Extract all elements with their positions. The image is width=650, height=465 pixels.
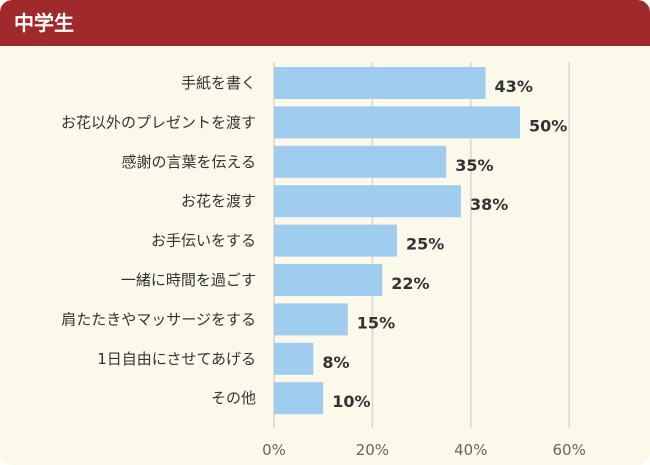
bar-1	[274, 106, 520, 139]
category-label-5: 一緒に時間を過ごす	[121, 271, 256, 289]
value-label-4: 25%	[406, 235, 444, 254]
bar-4	[274, 224, 397, 257]
category-label-8: その他	[211, 389, 256, 407]
bar-0	[274, 67, 486, 99]
value-label-3: 38%	[470, 195, 508, 214]
category-label-7: 1日自由にさせてあげる	[97, 350, 256, 368]
category-label-2: 感謝の言葉を伝える	[121, 153, 256, 171]
bar-5	[274, 264, 383, 296]
value-label-7: 8%	[322, 353, 349, 372]
bar-6	[274, 303, 348, 336]
value-label-2: 35%	[455, 156, 493, 175]
x-tick-label-3: 60%	[553, 441, 586, 459]
chart-title: 中学生	[14, 11, 74, 35]
x-tick-label-2: 40%	[454, 441, 487, 459]
value-label-5: 22%	[391, 274, 429, 293]
category-label-0: 手紙を書く	[181, 74, 256, 92]
x-tick-label-1: 20%	[356, 441, 389, 459]
bar-2	[274, 145, 447, 178]
value-label-0: 43%	[495, 77, 533, 96]
x-tick-label-0: 0%	[262, 441, 286, 459]
chart-header: 中学生	[0, 0, 650, 46]
bar-8	[274, 382, 324, 415]
category-label-6: 肩たたきやマッサージをする	[61, 310, 256, 328]
category-label-3: お花を渡す	[181, 192, 256, 210]
bar-7	[274, 342, 314, 375]
value-label-6: 15%	[357, 313, 395, 332]
category-label-1: お花以外のプレゼントを渡す	[61, 113, 256, 131]
bar-3	[274, 185, 461, 218]
value-label-8: 10%	[332, 392, 370, 411]
category-label-4: お手伝いをする	[151, 232, 256, 250]
value-label-1: 50%	[529, 116, 567, 135]
